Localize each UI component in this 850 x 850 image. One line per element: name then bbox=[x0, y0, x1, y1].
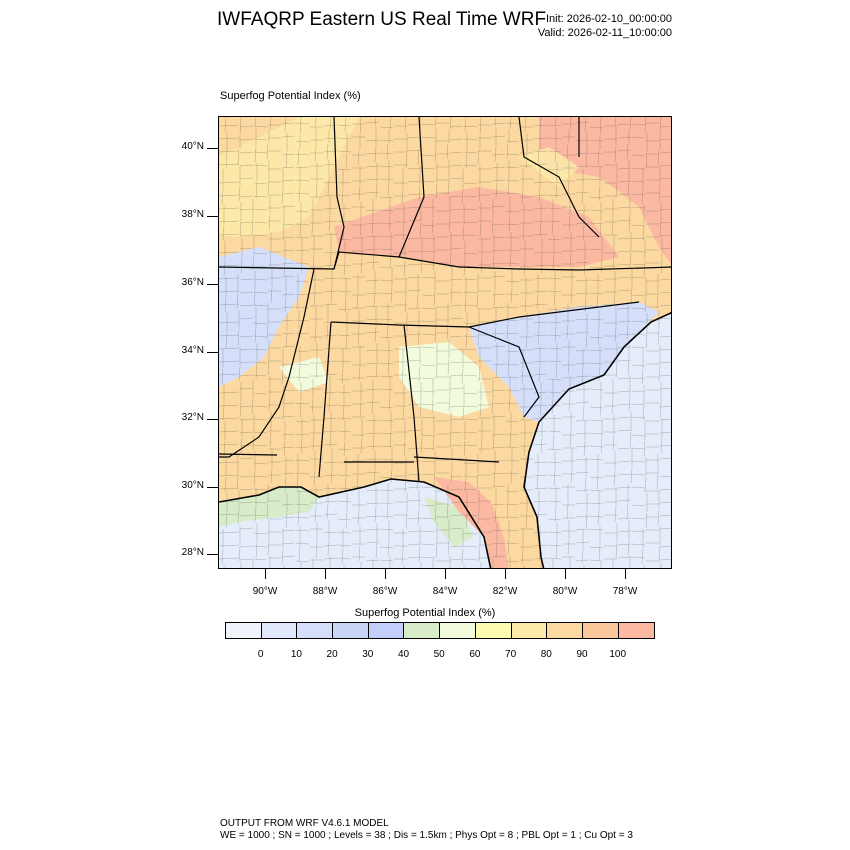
colorbar-title: Superfog Potential Index (%) bbox=[354, 607, 496, 619]
colorbar-swatch bbox=[475, 623, 512, 638]
colorbar-swatch bbox=[261, 623, 298, 638]
field-label: Superfog Potential Index (%) bbox=[220, 90, 361, 102]
map-panel bbox=[218, 116, 672, 569]
model-config: WE = 1000 ; SN = 1000 ; Levels = 38 ; Di… bbox=[220, 830, 633, 841]
county-lines bbox=[219, 117, 671, 568]
colorbar-swatch bbox=[333, 623, 369, 638]
lat-label: 38°N bbox=[181, 209, 204, 220]
colorbar-swatch bbox=[368, 623, 405, 638]
lon-tick bbox=[265, 569, 266, 579]
lon-tick bbox=[325, 569, 326, 579]
lat-label: 32°N bbox=[181, 412, 204, 423]
lon-tick bbox=[625, 569, 626, 579]
superfog-map bbox=[219, 117, 671, 568]
lon-tick bbox=[505, 569, 506, 579]
colorbar-tick-label: 50 bbox=[433, 649, 445, 660]
lat-tick bbox=[207, 419, 218, 420]
colorbar-swatch bbox=[440, 623, 476, 638]
lat-label: 40°N bbox=[181, 141, 204, 152]
mid-index-band bbox=[219, 117, 579, 237]
lon-label: 90°W bbox=[252, 586, 278, 597]
colorbar-swatch bbox=[297, 623, 334, 638]
lon-label: 82°W bbox=[492, 586, 518, 597]
coastal-band bbox=[219, 487, 474, 547]
valid-time: Valid: 2026-02-11_10:00:00 bbox=[537, 27, 672, 39]
colorbar bbox=[225, 622, 656, 639]
lat-label: 36°N bbox=[181, 277, 204, 288]
lat-label: 28°N bbox=[181, 547, 204, 558]
lon-tick bbox=[565, 569, 566, 579]
colorbar-swatch bbox=[618, 623, 655, 638]
colorbar-tick-label: 80 bbox=[540, 649, 552, 660]
colorbar-tick-label: 70 bbox=[505, 649, 517, 660]
lon-tick bbox=[445, 569, 446, 579]
lon-tick bbox=[385, 569, 386, 579]
lat-label: 30°N bbox=[181, 480, 204, 491]
colorbar-tick-label: 100 bbox=[609, 649, 627, 660]
model-info: OUTPUT FROM WRF V4.6.1 MODEL bbox=[220, 818, 389, 829]
lat-tick bbox=[207, 216, 218, 217]
colorbar-tick-label: 90 bbox=[576, 649, 588, 660]
colorbar-swatch bbox=[547, 623, 583, 638]
colorbar-tick-label: 30 bbox=[362, 649, 374, 660]
low-index-west bbox=[219, 247, 309, 387]
map-title: IWFAQRP Eastern US Real Time WRF bbox=[217, 9, 547, 30]
low-index-southeast bbox=[469, 302, 659, 422]
colorbar-swatch bbox=[404, 623, 441, 638]
lat-tick bbox=[207, 284, 218, 285]
lon-label: 88°W bbox=[312, 586, 338, 597]
colorbar-tick-label: 10 bbox=[290, 649, 302, 660]
colorbar-swatch bbox=[226, 623, 262, 638]
lon-label: 80°W bbox=[552, 586, 578, 597]
colorbar-swatch bbox=[511, 623, 548, 638]
florida-peninsula bbox=[434, 477, 509, 568]
init-time: Init: 2026-02-10_00:00:00 bbox=[546, 13, 672, 25]
lon-label: 84°W bbox=[432, 586, 458, 597]
colorbar-tick-label: 40 bbox=[397, 649, 410, 660]
lat-label: 34°N bbox=[181, 345, 204, 356]
lat-tick bbox=[207, 554, 218, 555]
colorbar-tick-label: 20 bbox=[326, 649, 338, 660]
lat-tick bbox=[207, 148, 218, 149]
lat-tick bbox=[207, 487, 218, 488]
lat-tick bbox=[207, 352, 218, 353]
lon-label: 86°W bbox=[372, 586, 398, 597]
colorbar-swatch bbox=[582, 623, 619, 638]
colorbar-tick-label: 0 bbox=[257, 649, 264, 660]
lon-label: 78°W bbox=[612, 586, 638, 597]
patch-yellow bbox=[279, 342, 489, 417]
colorbar-tick-label: 60 bbox=[469, 649, 481, 660]
